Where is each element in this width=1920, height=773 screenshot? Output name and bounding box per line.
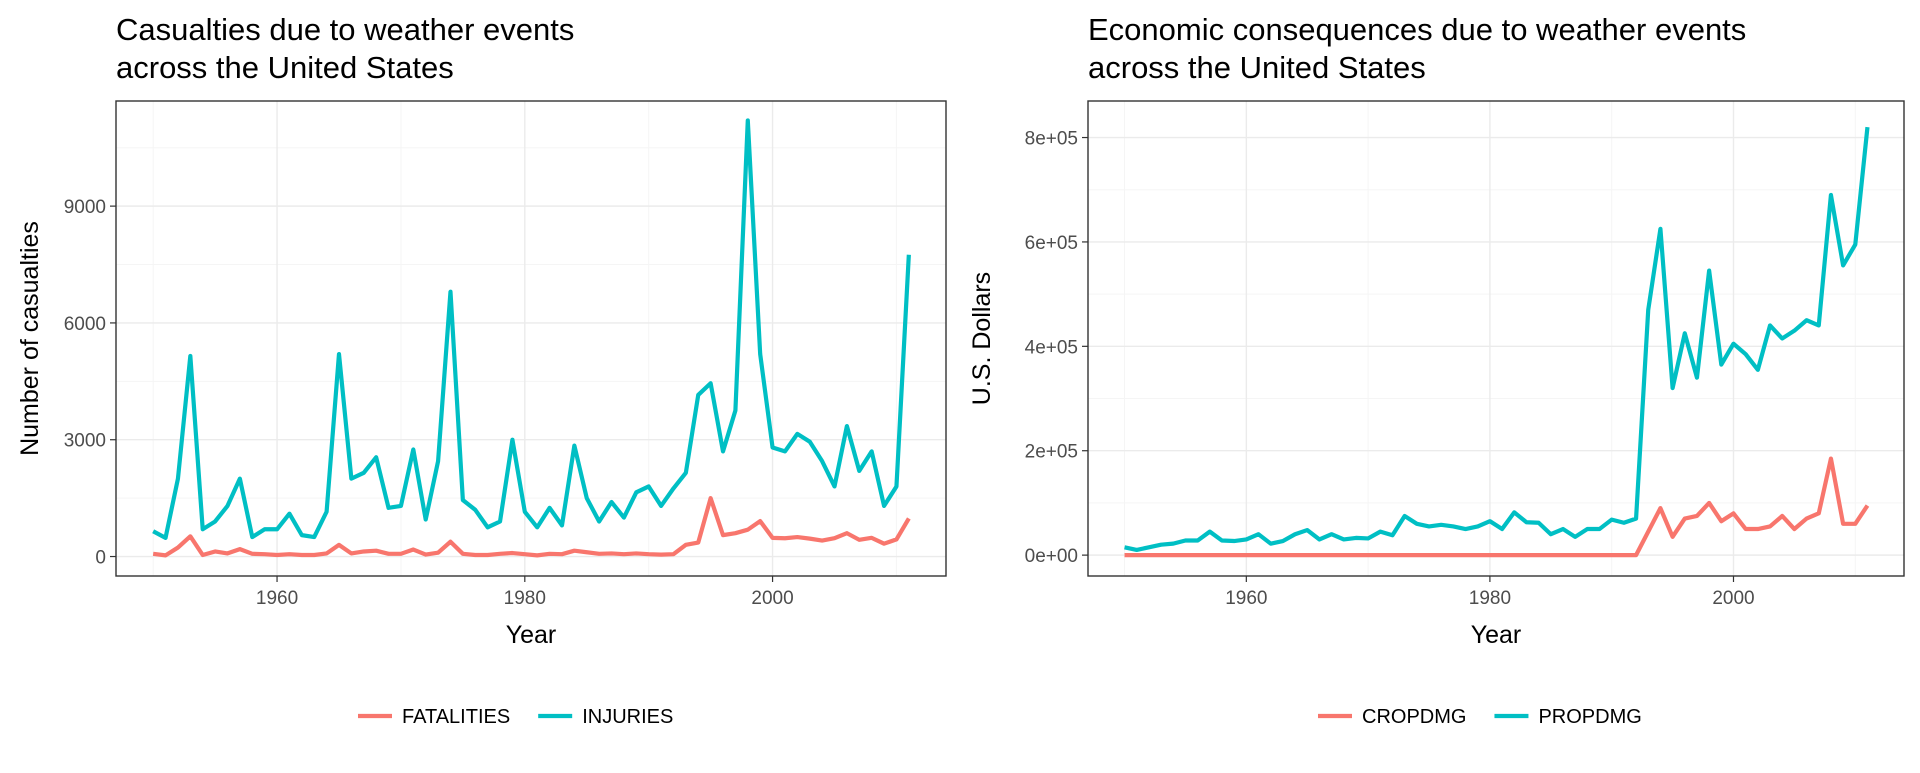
y-tick-label: 8e+05 <box>1025 129 1078 150</box>
series-line-injuries <box>152 118 911 540</box>
y-axis-label: U.S. Dollars <box>968 272 996 405</box>
chart-title-line: Casualties due to weather events <box>116 12 574 47</box>
y-tick-label: 0 <box>95 548 106 569</box>
x-tick-label: 1960 <box>256 588 298 609</box>
x-tick-label: 2000 <box>1712 588 1754 609</box>
chart-title-line: across the United States <box>116 50 454 85</box>
x-axis-label: Year <box>506 621 557 649</box>
chart-panel-2: Economic consequences due to weather eve… <box>968 12 1905 728</box>
y-tick-label: 6e+05 <box>1025 233 1078 254</box>
chart-title-line: Economic consequences due to weather eve… <box>1088 12 1746 47</box>
legend-label-fatalities: FATALITIES <box>402 706 510 728</box>
x-tick-label: 1980 <box>504 588 546 609</box>
x-tick-label: 2000 <box>751 588 793 609</box>
y-tick-label: 4e+05 <box>1025 337 1078 358</box>
legend-label-cropdmg: CROPDMG <box>1362 706 1466 728</box>
legend-label-propdmg: PROPDMG <box>1538 706 1641 728</box>
series-line-propdmg <box>1124 126 1870 553</box>
panel-border <box>115 100 947 577</box>
x-axis-label: Year <box>1471 621 1522 649</box>
panel-border <box>1087 100 1905 577</box>
y-tick-label: 3000 <box>64 431 106 452</box>
y-axis-label: Number of casualties <box>16 221 44 456</box>
legend: CROPDMG PROPDMG <box>1318 706 1642 728</box>
legend: FATALITIES INJURIES <box>358 706 673 728</box>
legend-label-injuries: INJURIES <box>582 706 673 728</box>
series-line-cropdmg <box>1124 456 1870 558</box>
y-tick-label: 9000 <box>64 197 106 218</box>
x-tick-label: 1980 <box>1469 588 1511 609</box>
series-line-fatalities <box>152 496 911 558</box>
chart-title-line: across the United States <box>1088 50 1426 85</box>
y-tick-label: 2e+05 <box>1025 442 1078 463</box>
y-tick-label: 6000 <box>64 314 106 335</box>
y-tick-label: 0e+00 <box>1025 546 1078 567</box>
x-tick-label: 1960 <box>1225 588 1267 609</box>
